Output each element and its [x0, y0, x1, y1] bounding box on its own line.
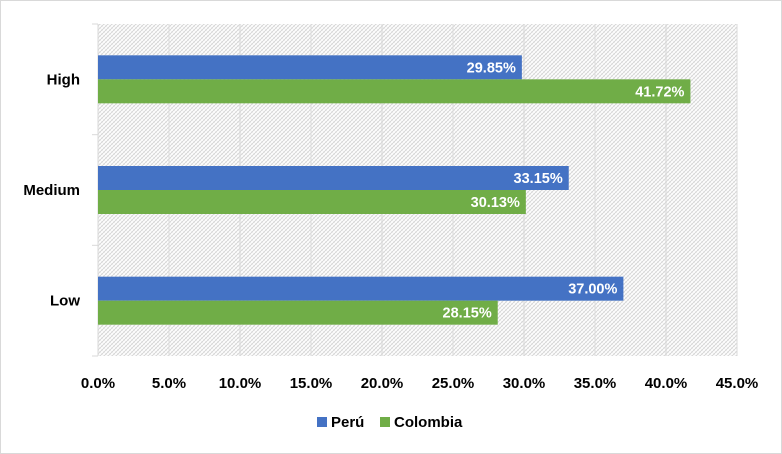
- data-label-perú-high: 29.85%: [467, 60, 516, 76]
- data-label-perú-low: 37.00%: [568, 282, 617, 298]
- category-label-high: High: [47, 71, 80, 88]
- legend-label-colombia[interactable]: Colombia: [394, 414, 463, 431]
- x-tick-label: 10.0%: [219, 375, 262, 392]
- x-tick-label: 45.0%: [716, 375, 759, 392]
- bar-perú-medium: [98, 166, 569, 190]
- category-label-low: Low: [50, 293, 80, 310]
- x-tick-label: 5.0%: [152, 375, 186, 392]
- x-tick-label: 0.0%: [81, 375, 115, 392]
- bar-perú-low: [98, 276, 624, 301]
- x-tick-label: 35.0%: [574, 375, 617, 392]
- legend-swatch-perú[interactable]: [317, 417, 327, 427]
- data-label-colombia-medium: 30.13%: [471, 195, 520, 211]
- x-tick-label: 25.0%: [432, 375, 475, 392]
- bar-colombia-medium: [98, 190, 526, 214]
- legend-swatch-colombia[interactable]: [380, 417, 390, 427]
- data-label-colombia-high: 41.72%: [635, 84, 684, 100]
- bar-perú-high: [98, 55, 522, 80]
- x-tick-label: 30.0%: [503, 375, 546, 392]
- category-label-medium: Medium: [23, 182, 80, 199]
- x-tick-label: 15.0%: [290, 375, 333, 392]
- x-tick-label: 20.0%: [361, 375, 404, 392]
- legend-label-perú[interactable]: Perú: [331, 414, 364, 431]
- data-label-perú-medium: 33.15%: [514, 171, 563, 187]
- x-tick-label: 40.0%: [645, 375, 688, 392]
- data-label-colombia-low: 28.15%: [443, 306, 492, 322]
- bar-colombia-high: [98, 79, 691, 104]
- bar-colombia-low: [98, 300, 498, 325]
